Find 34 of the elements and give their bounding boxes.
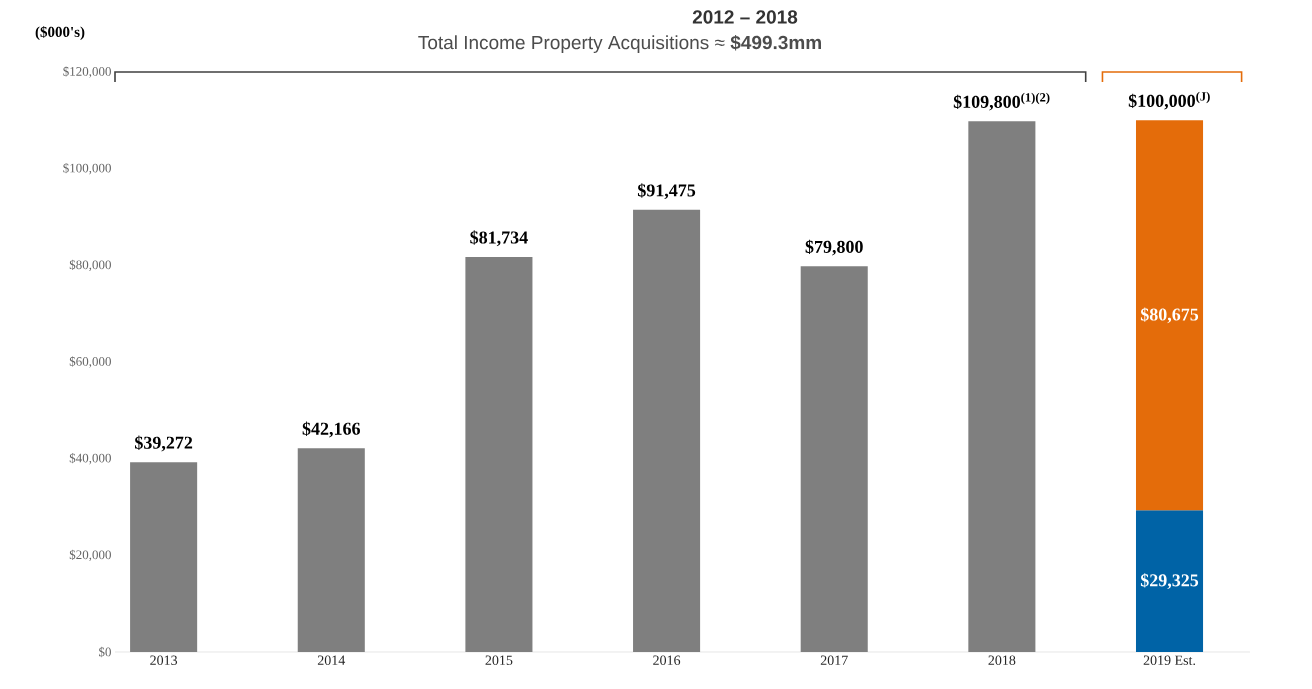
data-label: $109,800$^{(1)(2)}$ — [953, 92, 1050, 111]
data-label: $39,272 — [135, 435, 193, 452]
y-tick-label: $100,000 — [63, 162, 111, 175]
bar — [130, 462, 198, 652]
y-tick-label: $0 — [99, 646, 111, 658]
bar — [1135, 120, 1204, 511]
y-tick-label: $60,000 — [69, 356, 111, 368]
data-label: $79,800 — [805, 239, 863, 256]
x-tick-label: 2017 — [820, 655, 848, 665]
data-label: $42,166 — [302, 421, 360, 438]
x-tick-label: 2015 — [485, 655, 513, 665]
x-tick-label: 2014 — [317, 655, 346, 665]
y-tick-label: $40,000 — [69, 452, 111, 465]
bar — [1135, 510, 1204, 652]
data-label: $80,675 — [1140, 307, 1199, 324]
data-label: $81,734 — [470, 230, 528, 247]
annotation: $100,000$^{(J)}$ — [1128, 91, 1210, 110]
x-tick-label: 2016 — [653, 655, 681, 665]
chart-subtitle: Total Income Property Acquisitions ≈ $499.3mm — [418, 34, 821, 54]
y-axis-title: ($000's) — [35, 25, 85, 41]
x-tick-label: 2018 — [988, 655, 1016, 665]
data-label: $91,475 — [637, 183, 696, 200]
bar — [465, 256, 533, 652]
bar — [633, 209, 701, 652]
x-tick-label: 2013 — [150, 655, 178, 665]
bar — [800, 266, 868, 652]
x-tick-label: 2019 Est. — [1143, 655, 1196, 666]
bar — [297, 448, 365, 652]
chart-title: 2012 – 2018 — [692, 10, 798, 24]
data-label: $29,325 — [1140, 573, 1199, 590]
y-tick-label: $120,000 — [63, 66, 111, 78]
y-tick-label: $20,000 — [69, 549, 111, 562]
y-tick-label: $80,000 — [69, 259, 111, 272]
bar — [968, 121, 1036, 652]
